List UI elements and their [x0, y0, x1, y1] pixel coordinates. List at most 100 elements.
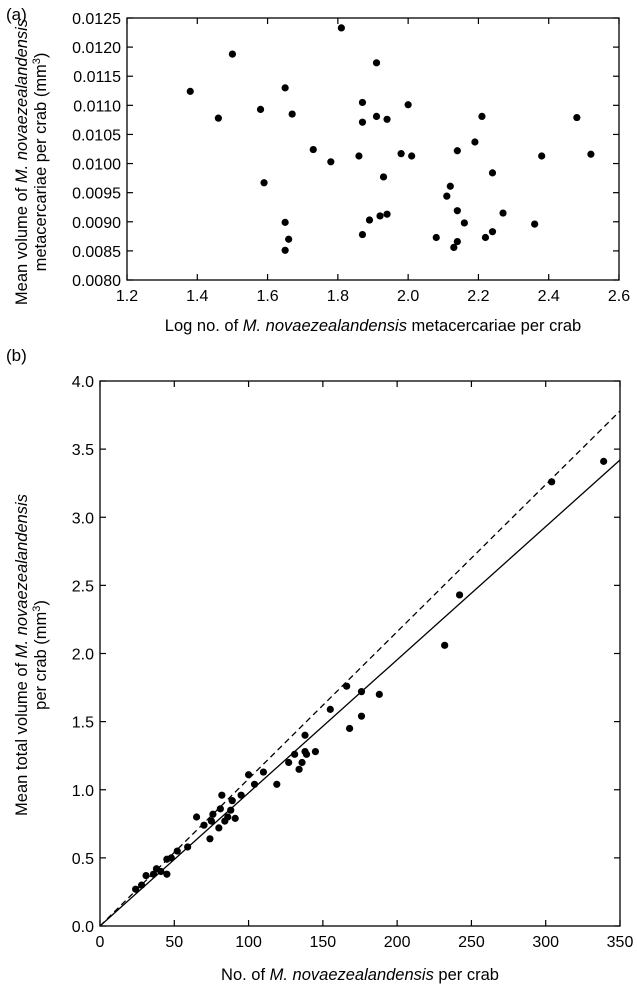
data-point: [285, 758, 293, 767]
data-point: [478, 112, 486, 120]
data-point: [192, 813, 201, 821]
data-point: [358, 230, 367, 239]
panel-a-ticks: 1.2 1.4 1.6 1.8 2.0 2.2 2.4 2.6 0.0080 0.0085 0.00…: [72, 11, 630, 305]
data-point: [573, 113, 581, 122]
data-point: [441, 641, 449, 649]
panel-a-plot-frame: [126, 17, 620, 281]
data-point: [357, 688, 366, 696]
x-tick-label: 200: [384, 934, 411, 951]
data-point: [365, 216, 374, 224]
data-point: [326, 705, 334, 713]
panel-b-scatter: (b) Mean total volume of M. novaezealand…: [6, 346, 633, 984]
data-point: [228, 50, 237, 58]
panel-b-ylabel-line1: Mean total volume of M. novaezealandensi…: [13, 494, 31, 816]
data-point: [358, 98, 367, 107]
y-tick-label: 2.0: [72, 647, 94, 664]
data-point: [488, 169, 497, 177]
data-point: [488, 228, 497, 236]
panel-b-ylabel-line2: per crab (mm3): [31, 600, 50, 710]
data-point: [250, 780, 259, 788]
y-tick-label: 0.0090: [72, 215, 121, 232]
y-tick-label: 0.0120: [72, 40, 121, 57]
data-point: [149, 870, 158, 878]
y-tick-label: 0.0080: [72, 273, 121, 290]
x-tick-label: 2.2: [467, 288, 489, 305]
x-tick-label: 1.4: [186, 288, 208, 305]
y-tick-label: 4.0: [72, 374, 94, 391]
data-point: [404, 101, 412, 109]
data-point: [244, 771, 253, 779]
data-point: [397, 150, 405, 158]
data-point: [358, 118, 367, 126]
data-point: [285, 235, 293, 243]
x-tick-label: 100: [235, 934, 262, 951]
y-tick-label: 2.5: [72, 578, 94, 595]
data-point: [600, 457, 608, 465]
panel-a-ylabel-line2: metacercariae per crab (mm3): [31, 53, 50, 272]
panel-a-ylabel-line1: Mean volume of M. novaezealandensis: [13, 19, 31, 305]
data-point: [259, 768, 268, 776]
x-tick-label: 150: [310, 934, 337, 951]
data-point: [538, 152, 546, 160]
data-point: [446, 182, 454, 190]
data-point: [291, 750, 299, 758]
y-tick-label: 0.0110: [73, 98, 121, 115]
data-point: [173, 847, 181, 855]
x-tick-label: 2.0: [397, 288, 419, 305]
data-point: [460, 219, 468, 227]
data-point: [548, 478, 556, 486]
y-tick-label: 3.5: [72, 442, 94, 459]
y-tick-label: 3.0: [72, 510, 94, 527]
data-point: [301, 731, 309, 739]
data-point: [327, 158, 335, 166]
panel-b-label: (b): [6, 346, 27, 365]
data-point: [260, 179, 268, 187]
data-point: [167, 854, 175, 862]
data-point: [281, 218, 289, 226]
data-point: [218, 791, 226, 799]
data-point: [481, 233, 490, 242]
data-point: [215, 824, 223, 832]
data-point: [443, 192, 451, 200]
data-point: [157, 867, 165, 876]
dashed-reference-line: [99, 410, 621, 927]
y-tick-label: 0.0085: [72, 244, 121, 261]
panel-b-ticks: 0 50 100 150 200 250 300 350 0.0 0.5 1.0 1.5 2.0 2.5 3…: [72, 374, 634, 951]
data-point: [453, 207, 461, 215]
y-tick-label: 0.5: [72, 851, 94, 868]
data-point: [228, 797, 236, 805]
data-point: [206, 835, 214, 843]
data-point: [375, 690, 383, 698]
panel-a-points: [186, 24, 595, 254]
data-point: [499, 209, 507, 217]
panel-a-xlabel: Log no. of M. novaezealandensis metacerc…: [165, 317, 581, 335]
panel-a-scatter: (a) Mean volume of M. novaezealandensis …: [6, 5, 630, 335]
x-tick-label: 1.6: [256, 288, 278, 305]
data-point: [587, 150, 595, 158]
x-tick-label: 350: [607, 934, 634, 951]
y-tick-label: 0.0125: [72, 11, 121, 28]
data-point: [346, 724, 354, 733]
data-point: [309, 145, 317, 154]
data-point: [231, 814, 239, 822]
data-point: [227, 806, 235, 814]
data-point: [453, 237, 461, 246]
data-point: [295, 765, 303, 773]
data-point: [224, 813, 232, 821]
panel-b-plot-frame: [99, 380, 621, 927]
data-point: [383, 115, 391, 123]
x-tick-label: 0: [96, 934, 105, 951]
y-tick-label: 0.0105: [72, 127, 121, 144]
data-point: [343, 682, 351, 690]
data-point: [355, 152, 363, 160]
x-tick-label: 2.4: [538, 288, 560, 305]
y-tick-label: 1.0: [72, 783, 94, 800]
y-tick-label: 0.0100: [72, 157, 121, 174]
x-tick-label: 300: [532, 934, 559, 951]
x-tick-label: 250: [458, 934, 485, 951]
data-point: [408, 152, 416, 160]
panel-b-xlabel: No. of M. novaezealandensis per crab: [221, 966, 499, 984]
data-point: [379, 173, 388, 181]
data-point: [288, 110, 296, 118]
